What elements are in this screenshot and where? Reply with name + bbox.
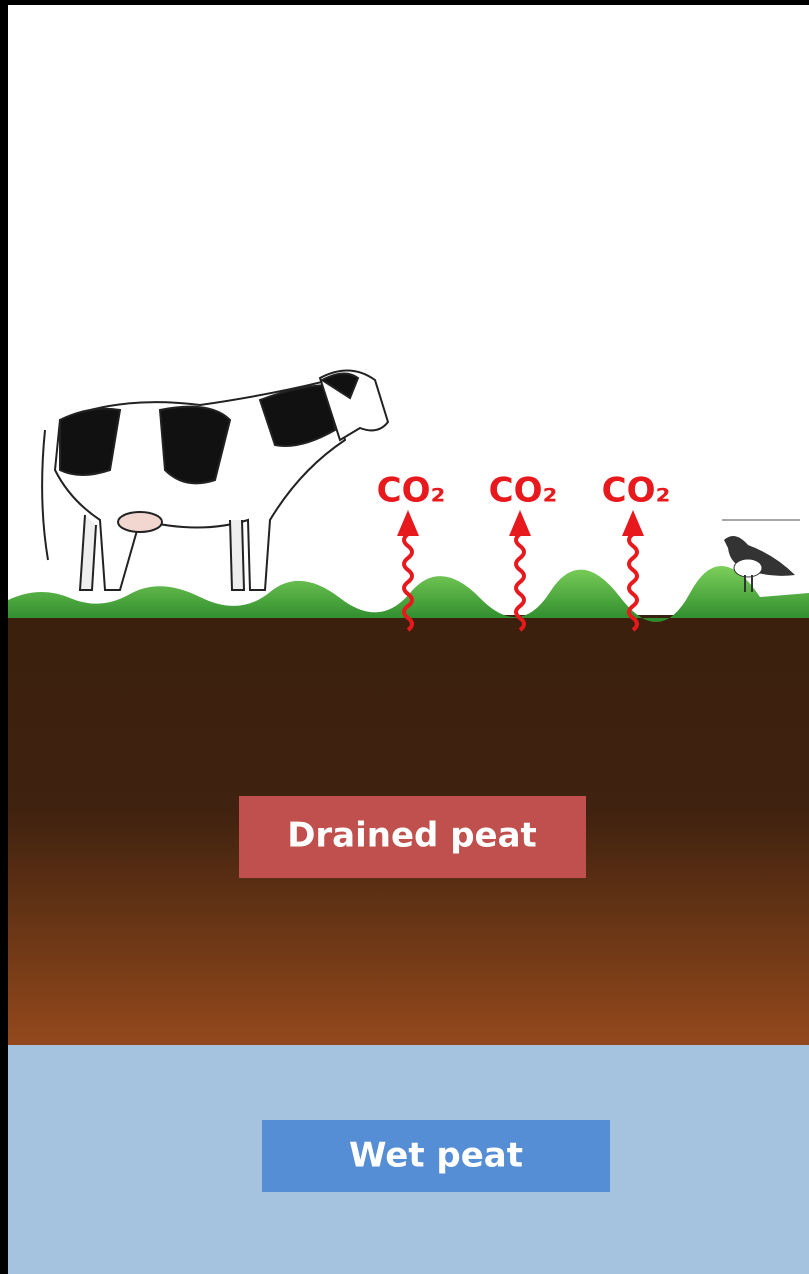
border-top bbox=[0, 0, 809, 5]
co2-label: CO₂ bbox=[377, 471, 446, 511]
co2-label: CO₂ bbox=[489, 471, 558, 511]
layer-label: Drained peat bbox=[287, 816, 537, 856]
diagram: CO₂ CO₂ CO₂ Drained peat Wet peat bbox=[0, 0, 809, 1274]
border-left bbox=[0, 0, 8, 1274]
layer-label: Wet peat bbox=[349, 1136, 523, 1176]
co2-label: CO₂ bbox=[602, 471, 671, 511]
